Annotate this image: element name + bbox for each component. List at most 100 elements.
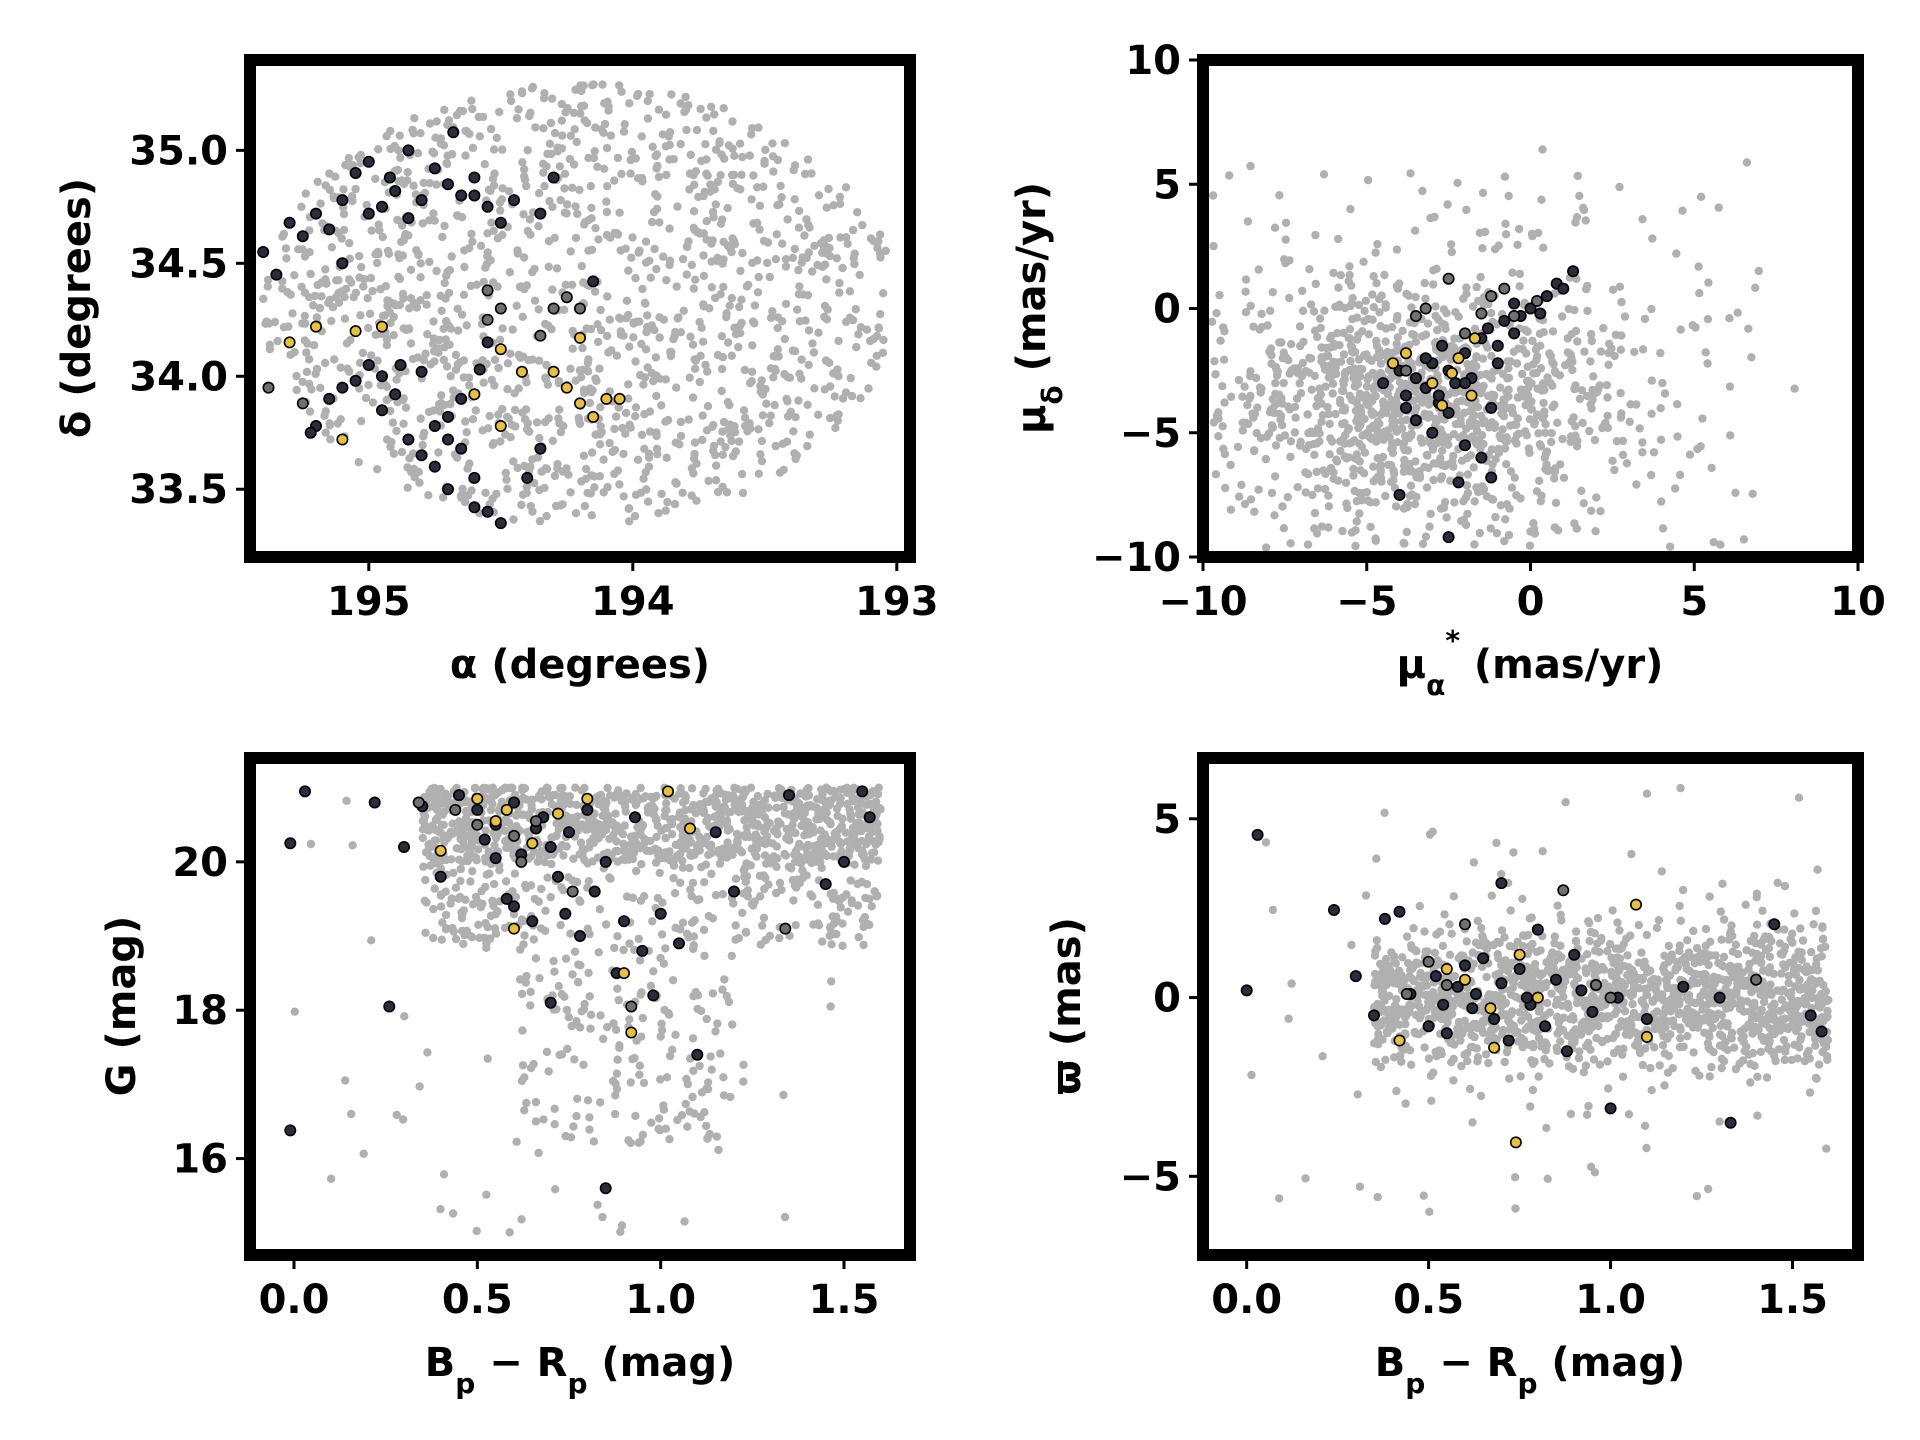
field-star-point <box>766 364 776 373</box>
field-star-point <box>780 139 790 148</box>
field-star-point <box>1640 1044 1650 1053</box>
field-star-point <box>1751 283 1760 292</box>
field-star-point <box>1717 1063 1726 1073</box>
field-star-point <box>686 885 695 894</box>
field-star-point <box>305 248 314 257</box>
field-star-point <box>468 104 477 114</box>
field-star-point <box>753 183 762 192</box>
member-star-point <box>1377 377 1390 390</box>
field-star-point <box>1293 483 1302 492</box>
member-star-point <box>481 284 494 297</box>
field-star-point <box>1527 405 1537 414</box>
member-star-point <box>1426 377 1439 390</box>
field-star-point <box>664 1009 673 1018</box>
field-star-point <box>689 991 698 1001</box>
field-star-point <box>661 806 670 815</box>
field-star-point <box>649 967 658 976</box>
field-star-point <box>727 351 736 360</box>
field-star-point <box>1446 476 1455 485</box>
field-star-point <box>520 461 529 471</box>
field-star-point <box>642 327 651 337</box>
field-star-point <box>624 504 633 513</box>
field-star-point <box>1310 524 1319 533</box>
member-star-point <box>1409 309 1422 322</box>
field-star-point <box>514 105 523 114</box>
field-star-point <box>647 217 657 227</box>
field-star-point <box>1335 396 1345 405</box>
field-star-point <box>406 265 416 274</box>
field-star-point <box>1550 467 1560 476</box>
member-star-point <box>1475 307 1488 320</box>
field-star-point <box>550 128 560 138</box>
field-star-point <box>624 394 633 403</box>
field-star-point <box>284 322 293 331</box>
field-star-point <box>1719 952 1729 962</box>
field-star-point <box>1564 304 1574 314</box>
field-star-point <box>615 208 624 217</box>
field-star-point <box>731 921 740 930</box>
field-star-point <box>631 274 640 283</box>
member-star-point <box>625 1000 638 1013</box>
field-star-point <box>1506 421 1515 430</box>
field-star-point <box>441 887 450 896</box>
field-star-point <box>1411 292 1420 302</box>
field-star-point <box>662 276 671 285</box>
field-star-point <box>1364 372 1373 381</box>
field-star-point <box>554 982 563 991</box>
field-star-point <box>563 1044 572 1054</box>
field-star-point <box>1495 431 1504 440</box>
field-star-point <box>1360 306 1369 316</box>
field-star-point <box>458 826 468 835</box>
field-star-point <box>781 255 791 264</box>
field-star-point <box>1463 509 1472 519</box>
field-star-point <box>465 459 474 468</box>
member-star-point <box>1426 426 1439 439</box>
field-star-point <box>418 833 427 843</box>
field-star-point <box>755 201 765 210</box>
field-star-point <box>1573 171 1583 181</box>
field-star-point <box>858 220 867 230</box>
field-star-point <box>1526 527 1535 536</box>
member-star-point <box>819 878 832 891</box>
field-star-point <box>1587 506 1596 515</box>
field-star-point <box>869 236 878 246</box>
field-star-point <box>1705 892 1714 901</box>
field-star-point <box>638 284 647 294</box>
field-star-point <box>846 876 855 885</box>
field-star-point <box>610 469 619 479</box>
field-star-point <box>792 803 802 812</box>
field-star-point <box>1270 511 1279 520</box>
field-star-point <box>1550 474 1559 483</box>
field-star-point <box>761 839 770 849</box>
field-star-point <box>523 827 532 836</box>
field-star-point <box>526 987 535 997</box>
field-star-point <box>1350 382 1359 391</box>
member-star-point <box>1567 265 1580 278</box>
member-star-point <box>1508 297 1521 310</box>
field-star-point <box>1632 480 1641 489</box>
field-star-point <box>817 834 826 844</box>
field-star-point <box>1227 392 1236 401</box>
member-star-point <box>309 207 322 220</box>
field-star-point <box>619 945 628 955</box>
member-star-point <box>455 442 468 455</box>
member-star-point <box>296 397 309 410</box>
field-star-point <box>540 89 549 98</box>
field-star-point <box>440 221 449 231</box>
field-star-point <box>1292 394 1302 403</box>
field-star-point <box>578 365 587 374</box>
field-star-point <box>1359 257 1368 266</box>
field-star-point <box>615 81 624 90</box>
field-star-point <box>422 898 431 907</box>
field-star-point <box>512 114 522 123</box>
field-star-point <box>625 420 634 429</box>
field-star-point <box>495 198 505 207</box>
field-star-point <box>1409 406 1419 415</box>
field-star-point <box>591 224 600 233</box>
field-star-point <box>483 424 493 433</box>
field-star-point <box>1463 488 1473 498</box>
field-star-point <box>1673 400 1682 409</box>
field-star-point <box>1617 1017 1626 1026</box>
field-star-point <box>425 787 434 797</box>
field-star-point <box>544 262 553 271</box>
